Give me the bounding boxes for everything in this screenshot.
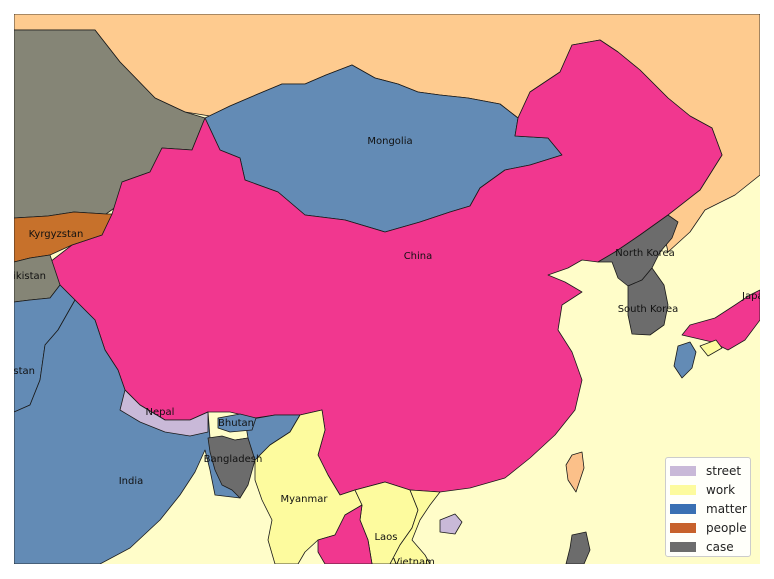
china-label: China (404, 251, 433, 262)
bhutan-region (217, 413, 257, 433)
map-canvas: Mongolia China North Korea South Korea J… (14, 14, 760, 564)
legend-item-people: people (670, 518, 750, 537)
legend-label-street: street (706, 463, 742, 478)
legend-item-work: work (670, 480, 750, 499)
taiwan-region (565, 451, 585, 493)
nepal-region (119, 389, 209, 437)
legend-swatch-case (670, 541, 696, 552)
pakistan-label: Pakistan (14, 366, 35, 377)
south-korea-region (627, 267, 669, 336)
myanmar-region (254, 409, 363, 564)
laos-label: Laos (374, 532, 397, 543)
legend-label-work: work (706, 482, 736, 497)
myanmar-label: Myanmar (281, 494, 329, 505)
legend-swatch-people (670, 522, 696, 533)
legend-label-matter: matter (706, 501, 747, 516)
thailand-region (317, 504, 373, 564)
legend-swatch-matter (670, 503, 696, 514)
legend-label-case: case (706, 539, 734, 554)
mongolia-label: Mongolia (367, 136, 412, 147)
philippines-region (565, 531, 591, 564)
legend-item-case: case (670, 537, 750, 556)
legend: street work matter people case (665, 457, 751, 557)
bhutan-label: Bhutan (218, 418, 254, 429)
india-label: India (119, 476, 144, 487)
legend-swatch-work (670, 484, 696, 495)
legend-label-people: people (706, 520, 747, 535)
japan-region (681, 289, 760, 351)
japan-label: Japan (741, 291, 760, 302)
bangladesh-label: Bangladesh (204, 454, 263, 465)
nepal-label: Nepal (146, 407, 175, 418)
kyrgyzstan-label: Kyrgyzstan (29, 229, 84, 240)
hainan-region (439, 513, 463, 535)
vietnam-label: Vietnam (393, 557, 435, 564)
map-frame: Mongolia China North Korea South Korea J… (14, 14, 760, 564)
tajikistan-label: Tajikistan (14, 271, 46, 282)
legend-item-street: street (670, 461, 750, 480)
south-korea-label: South Korea (618, 304, 679, 315)
bangladesh-region (207, 435, 256, 499)
vietnam-region (389, 489, 441, 564)
north-korea-label: North Korea (615, 248, 675, 259)
legend-swatch-street (670, 465, 696, 476)
japan-kyushu-region (673, 341, 697, 379)
legend-item-matter: matter (670, 499, 750, 518)
japan-shikoku-region (699, 339, 723, 357)
